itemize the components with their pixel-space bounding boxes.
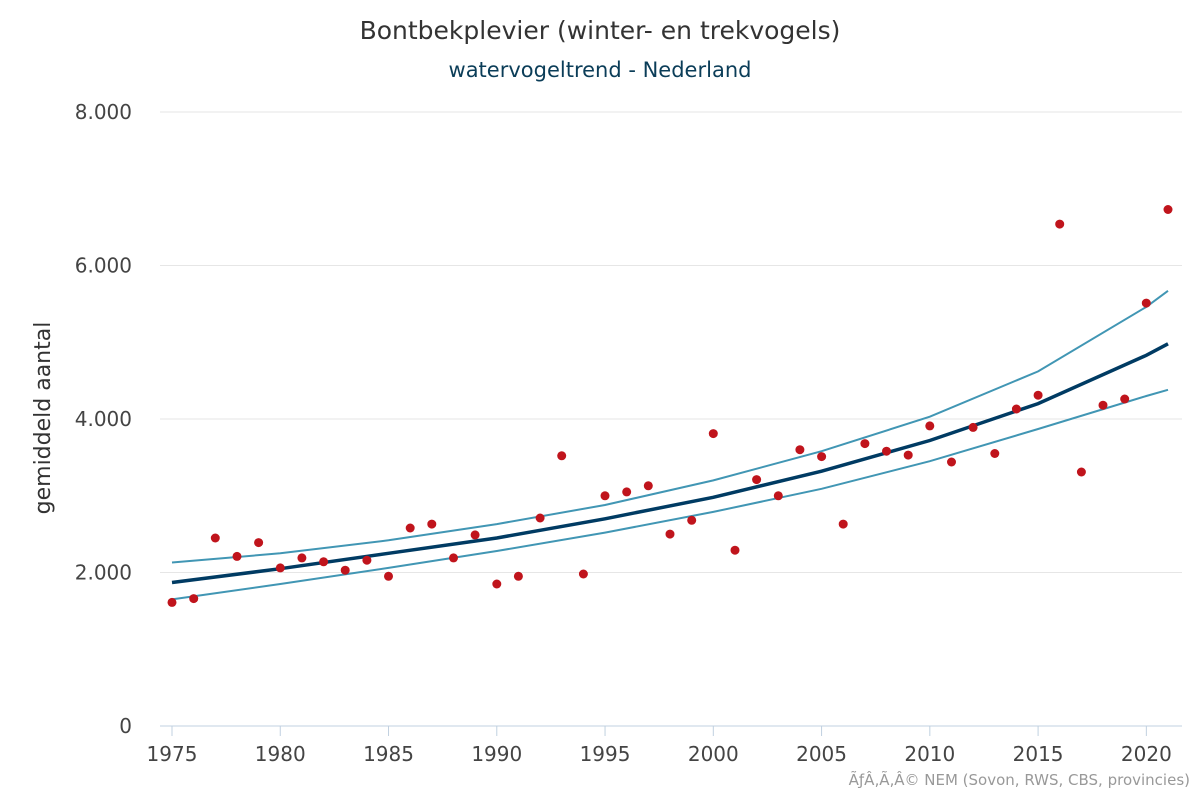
- grid-layer: [160, 111, 1182, 573]
- data-point[interactable]: [1076, 467, 1086, 477]
- data-point[interactable]: [1011, 404, 1021, 414]
- data-point[interactable]: [319, 557, 329, 567]
- data-point[interactable]: [643, 481, 653, 491]
- data-point[interactable]: [600, 491, 610, 501]
- data-point[interactable]: [947, 457, 956, 467]
- lower-confidence-line: [171, 388, 1169, 601]
- y-axis-label: gemiddeld aantal: [31, 322, 56, 515]
- data-point[interactable]: [189, 594, 199, 604]
- x-tick-label: 2015: [1013, 742, 1064, 766]
- data-point[interactable]: [968, 422, 978, 432]
- x-tick-label: 1975: [147, 742, 198, 766]
- data-point[interactable]: [990, 449, 1000, 458]
- y-tick-label: 6.000: [75, 254, 132, 278]
- x-tick-label: 1990: [471, 742, 522, 766]
- data-point[interactable]: [1033, 390, 1043, 400]
- data-point[interactable]: [795, 445, 805, 455]
- data-point[interactable]: [167, 597, 177, 607]
- data-point[interactable]: [1163, 205, 1173, 214]
- data-point[interactable]: [449, 553, 458, 563]
- data-point[interactable]: [882, 446, 891, 456]
- x-tick-label: 1980: [255, 742, 306, 766]
- data-point[interactable]: [752, 475, 762, 485]
- x-tick-label: 2010: [904, 742, 955, 766]
- data-point[interactable]: [384, 571, 393, 581]
- y-tick-label: 4.000: [75, 407, 132, 431]
- data-point[interactable]: [427, 519, 437, 529]
- data-point[interactable]: [1120, 394, 1130, 404]
- data-point[interactable]: [535, 513, 545, 523]
- data-point[interactable]: [730, 545, 740, 555]
- data-point[interactable]: [1055, 219, 1065, 229]
- x-tick-label: 2020: [1121, 742, 1172, 766]
- axis-layer: 0 2.000 4.000 6.000 8.000 1975 1980 1985 1990 199…: [75, 100, 1182, 766]
- data-point[interactable]: [665, 529, 675, 539]
- data-point[interactable]: [773, 491, 783, 501]
- data-point[interactable]: [492, 579, 502, 589]
- data-point[interactable]: [513, 571, 523, 581]
- y-tick-label: 0: [119, 714, 132, 738]
- chart-title: Bontbekplevier (winter- en trekvogels): [359, 16, 841, 45]
- data-point[interactable]: [470, 530, 480, 540]
- data-point[interactable]: [557, 451, 567, 461]
- data-point[interactable]: [210, 533, 220, 543]
- trend-line: [171, 342, 1169, 585]
- y-tick-label: 8.000: [75, 100, 132, 124]
- data-point[interactable]: [578, 569, 588, 579]
- data-point[interactable]: [1098, 400, 1108, 410]
- x-tick-label: 1995: [580, 742, 631, 766]
- data-point[interactable]: [708, 429, 718, 439]
- data-point[interactable]: [362, 555, 372, 565]
- series-layer: [167, 205, 1173, 607]
- data-point[interactable]: [838, 519, 848, 529]
- chart-subtitle: watervogeltrend - Nederland: [448, 58, 752, 82]
- x-tick-label: 2000: [688, 742, 739, 766]
- x-tick-label: 2005: [796, 742, 847, 766]
- data-point[interactable]: [925, 421, 935, 431]
- data-point[interactable]: [903, 450, 913, 460]
- credits-text[interactable]: ÃƒÂ‚Ã‚Â© NEM (Sovon, RWS, CBS, provincie…: [848, 771, 1190, 789]
- data-point[interactable]: [232, 551, 242, 561]
- data-point[interactable]: [340, 565, 350, 575]
- data-point[interactable]: [297, 553, 307, 563]
- data-point[interactable]: [622, 487, 632, 497]
- x-tick-label: 1985: [363, 742, 414, 766]
- data-point[interactable]: [275, 563, 285, 573]
- upper-confidence-line: [171, 289, 1169, 564]
- data-point[interactable]: [817, 452, 827, 462]
- data-point[interactable]: [687, 515, 697, 525]
- data-point[interactable]: [405, 523, 415, 533]
- y-tick-label: 2.000: [75, 561, 132, 585]
- data-point[interactable]: [860, 439, 870, 449]
- data-point[interactable]: [254, 538, 264, 548]
- data-point[interactable]: [1141, 298, 1151, 308]
